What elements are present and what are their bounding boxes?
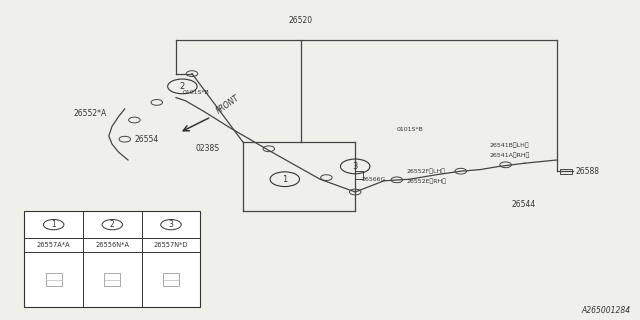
Text: 26556N*A: 26556N*A bbox=[95, 242, 129, 248]
Text: 26552F〈LH〉: 26552F〈LH〉 bbox=[406, 168, 445, 174]
Bar bbox=[24, 211, 200, 307]
Text: 26544: 26544 bbox=[512, 200, 536, 209]
Text: 26566G: 26566G bbox=[362, 177, 386, 182]
Text: 26588: 26588 bbox=[576, 167, 600, 176]
Text: FRONT: FRONT bbox=[214, 93, 241, 115]
Text: 3: 3 bbox=[353, 162, 358, 171]
Text: 26557N*D: 26557N*D bbox=[154, 242, 188, 248]
Text: 26554: 26554 bbox=[134, 135, 159, 144]
Text: 0238S: 0238S bbox=[195, 144, 219, 153]
Text: 26552*A: 26552*A bbox=[74, 109, 107, 118]
Text: 26552E〈RH〉: 26552E〈RH〉 bbox=[406, 178, 447, 184]
Text: 26541B〈LH〉: 26541B〈LH〉 bbox=[490, 143, 529, 148]
Text: 3: 3 bbox=[168, 220, 173, 229]
Text: 26520: 26520 bbox=[289, 16, 313, 25]
Bar bbox=[163, 273, 179, 286]
Bar bbox=[45, 273, 61, 286]
Text: 26541A〈RH〉: 26541A〈RH〉 bbox=[490, 152, 530, 158]
Bar bbox=[104, 273, 120, 286]
Bar bbox=[560, 169, 572, 174]
Text: A265001284: A265001284 bbox=[581, 306, 630, 315]
Text: 2: 2 bbox=[180, 82, 185, 91]
Bar bbox=[355, 171, 363, 179]
Text: 26557A*A: 26557A*A bbox=[37, 242, 70, 248]
Text: 2: 2 bbox=[110, 220, 115, 229]
Text: 1: 1 bbox=[51, 220, 56, 229]
Text: 0101S*B: 0101S*B bbox=[397, 127, 424, 132]
Text: 1: 1 bbox=[282, 175, 287, 184]
Text: 0101S*B: 0101S*B bbox=[182, 90, 209, 95]
